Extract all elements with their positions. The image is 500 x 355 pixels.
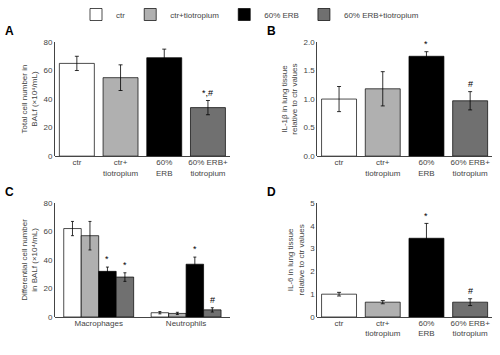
svg-text:60%ERB: 60%ERB — [418, 158, 434, 177]
svg-text:*,#: *,# — [202, 88, 213, 98]
svg-text:A: A — [5, 24, 14, 38]
svg-text:*: * — [105, 254, 109, 264]
svg-text:1: 1 — [310, 290, 315, 299]
svg-text:1.5: 1.5 — [303, 66, 315, 75]
svg-text:IL-1β in lung tissuerelative t: IL-1β in lung tissuerelative to ctr valu… — [280, 63, 299, 134]
svg-text:ctr: ctr — [335, 158, 344, 167]
svg-text:Total cell number inBALf (×10⁴: Total cell number inBALf (×10⁴/mL) — [20, 65, 39, 134]
svg-text:4: 4 — [310, 222, 315, 231]
svg-text:0: 0 — [48, 152, 53, 161]
svg-text:B: B — [267, 24, 276, 38]
svg-text:D: D — [267, 185, 276, 199]
svg-text:Macrophages: Macrophages — [74, 319, 122, 328]
svg-text:ctr: ctr — [72, 158, 81, 167]
svg-text:2: 2 — [310, 267, 315, 276]
svg-text:5: 5 — [310, 199, 315, 208]
svg-text:ctr+tiotropium: ctr+tiotropium — [103, 158, 138, 177]
svg-text:40: 40 — [43, 95, 52, 104]
svg-text:0: 0 — [48, 313, 53, 322]
svg-text:3: 3 — [310, 244, 315, 253]
svg-text:60% ERB+tiotropium: 60% ERB+tiotropium — [344, 11, 419, 20]
svg-text:#: # — [468, 79, 473, 89]
svg-text:20: 20 — [43, 123, 52, 132]
svg-text:80: 80 — [43, 199, 52, 208]
svg-text:0.0: 0.0 — [303, 152, 315, 161]
svg-text:*: * — [424, 39, 428, 49]
svg-text:ctr: ctr — [335, 319, 344, 328]
svg-text:ctr+tiotropium: ctr+tiotropium — [365, 158, 400, 177]
svg-text:60% ERB+tiotropium: 60% ERB+tiotropium — [450, 158, 490, 177]
svg-text:ctr+tiotropium: ctr+tiotropium — [170, 11, 219, 20]
svg-text:0.5: 0.5 — [303, 123, 315, 132]
svg-text:*: * — [193, 244, 197, 254]
svg-text:IL-6 in lung tissuerelative to: IL-6 in lung tissuerelative to ctr value… — [286, 224, 305, 295]
svg-text:ctr+tiotropium: ctr+tiotropium — [365, 319, 400, 338]
svg-text:Neutrophils: Neutrophils — [166, 319, 206, 328]
svg-text:2.0: 2.0 — [303, 38, 315, 47]
svg-text:0: 0 — [310, 313, 315, 322]
svg-text:60% ERB: 60% ERB — [264, 11, 299, 20]
svg-text:60%ERB: 60%ERB — [156, 158, 172, 177]
svg-text:60% ERB+tiotropium: 60% ERB+tiotropium — [450, 319, 490, 338]
svg-text:Differential cell numberin BAL: Differential cell numberin BALf (×10⁴/mL… — [20, 219, 39, 301]
svg-text:*: * — [424, 211, 428, 221]
svg-text:60%ERB: 60%ERB — [418, 319, 434, 338]
svg-text:20: 20 — [43, 284, 52, 293]
svg-text:60% ERB+tiotropium: 60% ERB+tiotropium — [188, 158, 228, 177]
svg-text:1.0: 1.0 — [303, 95, 315, 104]
svg-text:#: # — [468, 286, 473, 296]
svg-text:#: # — [210, 295, 215, 305]
svg-text:60: 60 — [43, 66, 52, 75]
svg-text:40: 40 — [43, 256, 52, 265]
svg-text:C: C — [5, 185, 14, 199]
svg-text:ctr: ctr — [116, 11, 125, 20]
svg-text:80: 80 — [43, 38, 52, 47]
svg-text:*: * — [123, 260, 127, 270]
svg-text:60: 60 — [43, 227, 52, 236]
